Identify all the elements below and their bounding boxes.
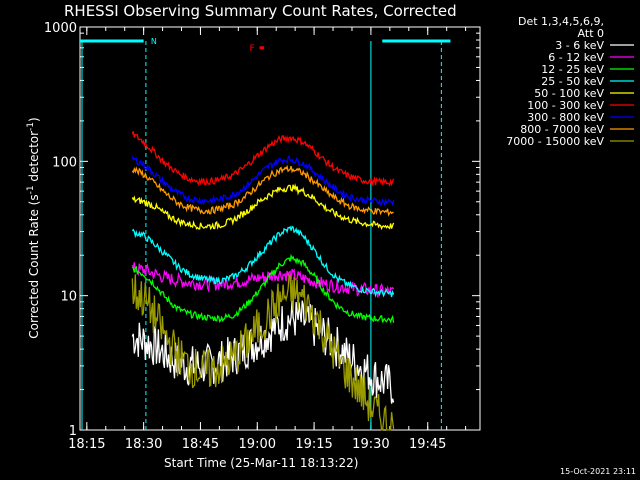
x-tick-label: 19:30 — [352, 437, 389, 452]
legend-header-line: Att 0 — [578, 27, 604, 40]
legend-entry-label: 100 - 300 keV — [527, 99, 604, 112]
series-line-5 — [131, 131, 395, 187]
series-line-3 — [131, 225, 395, 298]
legend-entry-label: 800 - 7000 keV — [520, 123, 604, 136]
y-axis-label: Corrected Count Rate (s-1 detector-1) — [26, 117, 41, 338]
y-axis-label-sup1: -1 — [26, 185, 36, 194]
plot-frame — [79, 26, 481, 431]
series-line-7 — [131, 164, 394, 217]
legend-entry-label: 300 - 800 keV — [527, 111, 604, 124]
x-tick-label: 19:45 — [409, 437, 446, 452]
legend-header-line: Det 1,3,4,5,6,9, — [518, 15, 604, 28]
y-tick-label: 1000 — [44, 21, 77, 36]
x-tick-label: 18:15 — [68, 437, 105, 452]
data-series — [131, 131, 395, 431]
y-tick-label: 10 — [60, 290, 77, 305]
legend-entry-label: 7000 - 15000 keV — [506, 135, 604, 148]
plot-axes: 1 10 100 1000 18:15 18:30 18:45 19:00 19:15 19:30… — [44, 21, 481, 452]
y-axis-label-main: Corrected Count Rate (s — [27, 194, 41, 338]
night-marker-label: N — [151, 37, 157, 46]
series-line-1 — [131, 262, 395, 298]
legend-entry-label: 3 - 6 keV — [555, 39, 604, 52]
x-tick-label: 19:00 — [239, 437, 276, 452]
chart-annotations: NF — [80, 37, 451, 430]
y-axis-label-sup2: -1 — [26, 122, 36, 131]
x-tick-label: 18:45 — [182, 437, 219, 452]
x-axis-label: Start Time (25-Mar-11 18:13:22) — [164, 456, 358, 470]
series-line-8 — [131, 273, 395, 431]
series-line-2 — [131, 253, 395, 324]
y-tick-label: 100 — [52, 155, 77, 170]
legend-entry-label: 6 - 12 keV — [548, 51, 604, 64]
y-axis-label-mid: detector — [27, 131, 41, 186]
legend-entry-label: 50 - 100 keV — [534, 87, 604, 100]
y-axis-label-end: ) — [27, 117, 41, 122]
timestamp: 15-Oct-2021 23:11 — [560, 467, 636, 476]
series-line-6 — [131, 154, 395, 207]
series-line-4 — [131, 183, 395, 231]
y-tick-label: 1 — [69, 424, 77, 439]
x-tick-label: 19:15 — [295, 437, 332, 452]
legend-entry-label: 12 - 25 keV — [541, 63, 604, 76]
x-tick-label: 18:30 — [125, 437, 162, 452]
flare-marker-label: F — [250, 44, 255, 54]
chart-title: RHESSI Observing Summary Count Rates, Co… — [64, 2, 457, 20]
legend-entry-label: 25 - 50 keV — [541, 75, 604, 88]
